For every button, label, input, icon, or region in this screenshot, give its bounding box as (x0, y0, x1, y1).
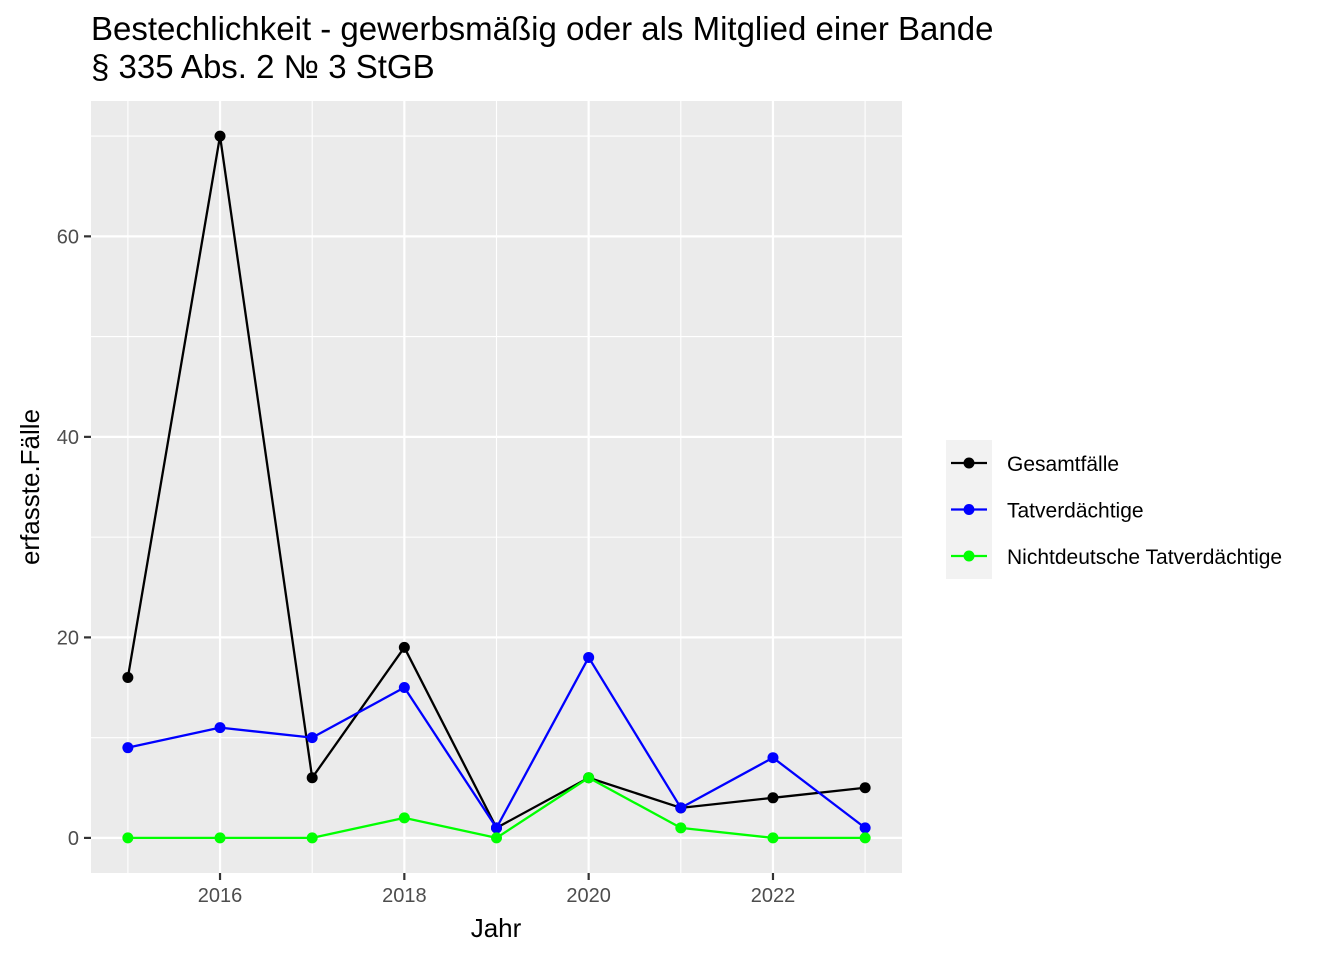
data-point (122, 832, 134, 844)
series-layer (122, 130, 871, 844)
data-point (767, 752, 779, 764)
data-point (214, 832, 226, 844)
x-axis: 2016 2018 2020 2022 (198, 873, 795, 907)
series-3 (122, 772, 871, 844)
legend-item: Tatverdächtige (951, 500, 1144, 523)
y-tick-label: 40 (57, 427, 79, 449)
data-point (583, 772, 595, 784)
legend: Gesamtfälle Tatverdächtige Nichtdeutsche T… (946, 440, 1282, 579)
chart-title: Bestechlichkeit - gewerbsmäßig oder als … (91, 10, 993, 47)
data-point (398, 812, 410, 824)
data-point (675, 802, 687, 814)
y-tick-label: 60 (57, 226, 79, 248)
y-tick-label: 0 (68, 828, 79, 850)
y-tick-label: 20 (57, 627, 79, 649)
data-point (214, 130, 226, 142)
legend-key-point (963, 550, 975, 562)
chart-subtitle: § 335 Abs. 2 № 3 StGB (91, 48, 435, 85)
data-point (583, 651, 595, 663)
data-point (491, 832, 502, 844)
data-point (675, 822, 687, 834)
x-tick-label: 2018 (382, 885, 427, 907)
data-point (767, 792, 779, 804)
data-point (306, 732, 318, 744)
data-point (859, 832, 871, 844)
grid-minor (91, 101, 902, 873)
data-point (398, 682, 410, 694)
data-point (859, 782, 871, 794)
data-point (767, 832, 779, 844)
legend-key-point (963, 457, 975, 469)
y-axis: 0 20 40 60 (57, 226, 91, 850)
x-tick-label: 2020 (566, 885, 611, 907)
legend-label: Gesamtfälle (1007, 453, 1119, 476)
legend-label: Tatverdächtige (1007, 500, 1144, 523)
x-tick-label: 2016 (198, 885, 243, 907)
data-point (491, 822, 502, 834)
x-axis-title: Jahr (471, 913, 522, 943)
data-point (398, 641, 410, 653)
legend-label: Nichtdeutsche Tatverdächtige (1007, 546, 1282, 569)
series-2 (122, 651, 871, 834)
data-point (859, 822, 871, 834)
x-tick-label: 2022 (751, 885, 796, 907)
legend-item: Nichtdeutsche Tatverdächtige (951, 546, 1282, 569)
data-point (306, 772, 318, 784)
data-point (122, 742, 134, 754)
legend-key-point (963, 504, 975, 515)
y-axis-title: erfasste.Fälle (15, 409, 45, 565)
data-point (214, 722, 226, 734)
data-point (306, 832, 318, 844)
data-point (122, 671, 134, 683)
legend-item: Gesamtfälle (951, 453, 1119, 476)
